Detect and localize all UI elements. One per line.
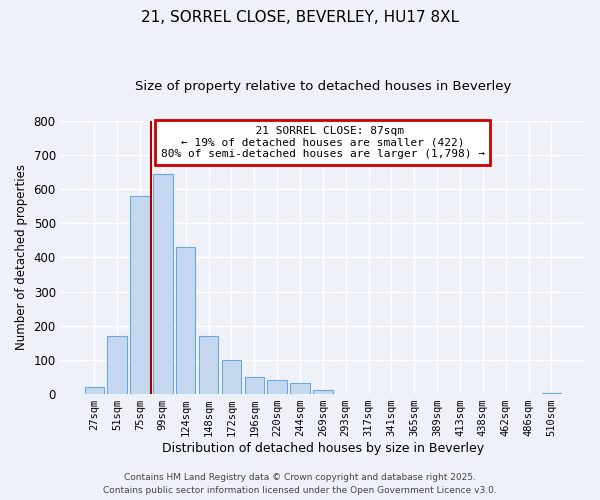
Bar bbox=[153, 174, 173, 394]
X-axis label: Distribution of detached houses by size in Beverley: Distribution of detached houses by size … bbox=[162, 442, 484, 455]
Bar bbox=[313, 390, 332, 394]
Title: Size of property relative to detached houses in Beverley: Size of property relative to detached ho… bbox=[134, 80, 511, 93]
Bar bbox=[176, 247, 196, 394]
Bar bbox=[107, 336, 127, 394]
Bar bbox=[199, 336, 218, 394]
Bar bbox=[130, 196, 149, 394]
Bar bbox=[85, 387, 104, 394]
Bar bbox=[290, 383, 310, 394]
Bar bbox=[245, 377, 264, 394]
Text: 21 SORREL CLOSE: 87sqm
← 19% of detached houses are smaller (422)
80% of semi-de: 21 SORREL CLOSE: 87sqm ← 19% of detached… bbox=[161, 126, 485, 159]
Y-axis label: Number of detached properties: Number of detached properties bbox=[15, 164, 28, 350]
Bar bbox=[268, 380, 287, 394]
Text: 21, SORREL CLOSE, BEVERLEY, HU17 8XL: 21, SORREL CLOSE, BEVERLEY, HU17 8XL bbox=[141, 10, 459, 25]
Bar bbox=[221, 360, 241, 394]
Text: Contains HM Land Registry data © Crown copyright and database right 2025.
Contai: Contains HM Land Registry data © Crown c… bbox=[103, 474, 497, 495]
